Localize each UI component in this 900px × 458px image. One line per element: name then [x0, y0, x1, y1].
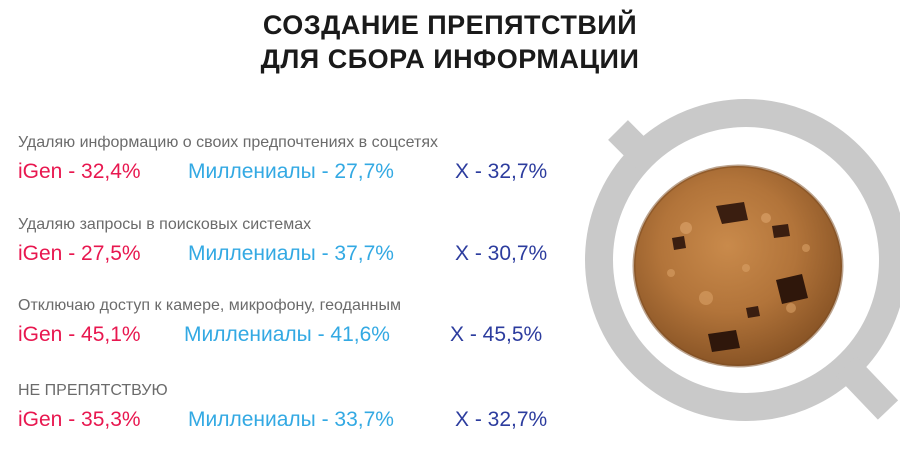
igen-stat: iGen - 32,4%: [18, 160, 141, 183]
ban-ring: [585, 99, 900, 421]
igen-stat: iGen - 27,5%: [18, 242, 141, 265]
millennials-stat: Миллениалы - 41,6%: [184, 323, 390, 346]
millennials-stat: Миллениалы - 33,7%: [188, 408, 394, 431]
igen-stat: iGen - 35,3%: [18, 408, 141, 431]
stat-section-no-obstacle: НЕ ПРЕПЯТСТВУЮ iGen - 35,3% Миллениалы -…: [18, 381, 578, 431]
section-label: НЕ ПРЕПЯТСТВУЮ: [18, 382, 168, 399]
page-title-line-2: ДЛЯ СБОРА ИНФОРМАЦИИ: [260, 44, 640, 74]
igen-stat: iGen - 45,1%: [18, 323, 141, 346]
gen-x-stat: X - 32,7%: [455, 408, 548, 431]
millennials-stat: Миллениалы - 37,7%: [188, 242, 394, 265]
page-title: СОЗДАНИЕ ПРЕПЯТСТВИЙ ДЛЯ СБОРА ИНФОРМАЦИ…: [0, 8, 900, 76]
section-label: Удаляю информацию о своих предпочтениях …: [18, 134, 439, 151]
stat-section-camera: Отключаю доступ к камере, микрофону, гео…: [18, 296, 578, 346]
ban-slash: [835, 356, 899, 420]
gen-x-stat: X - 30,7%: [455, 242, 548, 265]
gen-x-stat: X - 45,5%: [450, 323, 543, 346]
gen-x-stat: X - 32,7%: [455, 160, 548, 183]
section-label: Отключаю доступ к камере, микрофону, гео…: [18, 297, 402, 314]
section-label: Удаляю запросы в поисковых системах: [18, 216, 312, 233]
stat-section-social: Удаляю информацию о своих предпочтениях …: [18, 133, 578, 183]
stat-section-search: Удаляю запросы в поисковых системах iGen…: [18, 215, 578, 265]
millennials-stat: Миллениалы - 27,7%: [188, 160, 394, 183]
page-title-line-1: СОЗДАНИЕ ПРЕПЯТСТВИЙ: [262, 10, 638, 40]
cookie-prohibition-icon: [576, 98, 900, 458]
cookie-image: [632, 164, 844, 368]
